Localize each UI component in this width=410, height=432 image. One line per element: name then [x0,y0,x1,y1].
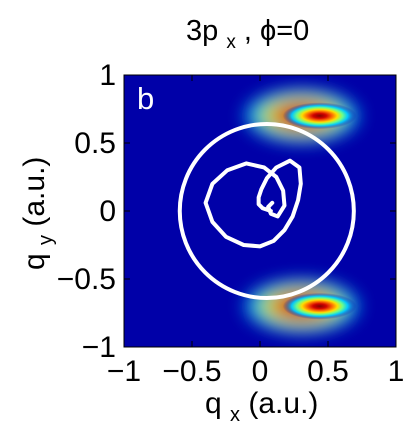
intensity-lobes [235,84,368,338]
svg-text:q x (a.u.): q x (a.u.) [205,387,318,428]
svg-text:q y (a.u.): q y (a.u.) [18,157,59,270]
chart-title-subscript: x [226,32,236,53]
y-axis-label: q y (a.u.) [18,157,59,270]
y-tick-label-1: 1 [99,59,116,92]
y-tick-label-5: −1 [82,331,116,364]
x-axis-label-main: q [205,387,222,420]
chart-title-rest: , ϕ=0 [244,15,309,47]
y-tick-label-3: 0 [99,195,116,228]
quantum-loop-curve [203,158,303,249]
x-tick-label-4: 0.5 [307,355,349,388]
x-tick-label-3: 0 [252,355,269,388]
y-axis-label-main: q [18,253,51,270]
x-tick-label-2: −0.5 [162,355,221,388]
y-tick-label-2: 0.5 [74,127,116,160]
x-axis-label: q x (a.u.) [205,387,318,428]
plot-area: b [123,74,397,348]
x-axis-label-rest: (a.u.) [248,387,318,420]
intensity-lobe-1 [282,102,357,130]
intensity-lobe-2 [282,292,357,320]
y-tick-label-4: −0.5 [57,263,116,296]
panel-label: b [137,81,154,116]
chart-title-main: 3p [186,15,218,47]
overlay-curves [177,121,356,301]
y-axis-ticks: 1 0.5 0 −0.5 −1 [57,59,396,364]
x-tick-label-5: 1 [388,355,405,388]
svg-text:3p x , ϕ=0: 3p x , ϕ=0 [186,15,309,55]
x-tick-label-1: −1 [107,355,141,388]
classical-circle-curve [177,121,356,301]
x-axis-label-subscript: x [230,404,240,426]
chart-title: 3p x , ϕ=0 [186,15,309,55]
y-axis-label-subscript: y [35,235,57,245]
x-axis-ticks: −1 −0.5 0 0.5 1 [107,75,404,388]
y-axis-label-rest: (a.u.) [18,157,51,227]
